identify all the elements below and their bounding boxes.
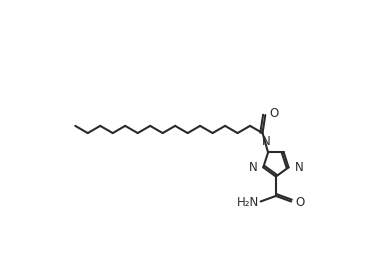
Text: O: O bbox=[295, 196, 304, 209]
Text: H₂N: H₂N bbox=[237, 196, 259, 209]
Text: N: N bbox=[249, 161, 257, 174]
Text: N: N bbox=[262, 135, 271, 148]
Text: O: O bbox=[270, 107, 279, 120]
Text: N: N bbox=[295, 161, 303, 174]
